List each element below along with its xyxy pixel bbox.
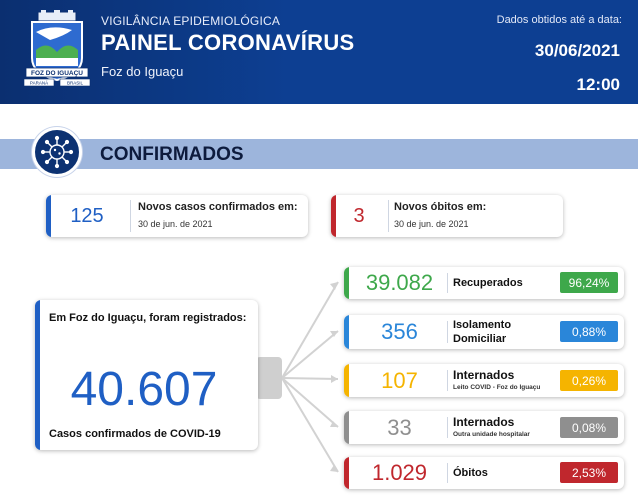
new-cases-value: 125 [70, 204, 104, 227]
home-isolation-label: Isolamento Domiciliar [453, 319, 512, 345]
connector-hub [256, 357, 282, 399]
crest-left-text: PARANÁ [30, 80, 48, 86]
data-date: 30/06/2021 [534, 41, 620, 60]
hospitalized-other-accent [344, 411, 349, 444]
home-isolation-value: 356 [381, 319, 418, 344]
new-deaths-title: Novos óbitos em: [394, 201, 487, 213]
new-cases-accent [46, 195, 51, 237]
new-deaths-value: 3 [353, 204, 365, 227]
hospitalized-local-percent: 0,26% [560, 370, 618, 391]
hospitalized-local-label: Internados [453, 368, 515, 382]
recovered-percent: 96,24% [560, 272, 618, 293]
hospitalized-local-value: 107 [381, 367, 418, 393]
recovered-label: Recuperados [453, 277, 523, 289]
hospitalized-other-percent: 0,08% [560, 417, 618, 438]
section-icon-badge [32, 127, 82, 177]
virus-icon [40, 135, 74, 169]
section-title: CONFIRMADOS [100, 144, 244, 165]
hospitalized-local-sublabel: Leito COVID - Foz do Iguaçu [453, 384, 541, 391]
data-date-label: Dados obtidos até a data: [496, 14, 622, 26]
recovered-divider [447, 273, 448, 293]
city-name: Foz do Iguaçu [101, 64, 184, 79]
hospitalized-local-accent [344, 364, 349, 397]
page-title: PAINEL CORONAVÍRUS [101, 30, 355, 55]
deaths-card: 1.029 Óbitos 2,53% [344, 457, 624, 489]
new-deaths-accent [331, 195, 336, 237]
new-cases-title: Novos casos confirmados em: [138, 201, 298, 213]
header: FOZ DO IGUAÇU PARANÁ BRASIL VIGILÂNCIA E… [0, 0, 638, 104]
total-footer: Casos confirmados de COVID-19 [49, 428, 221, 440]
deaths-divider [447, 463, 448, 483]
deaths-accent [344, 457, 349, 489]
deaths-value: 1.029 [371, 460, 428, 485]
new-cases-card: 125 Novos casos confirmados em: 30 de ju… [46, 195, 308, 237]
crest-banner-text: FOZ DO IGUAÇU [31, 70, 83, 77]
home-isolation-accent [344, 315, 349, 349]
recovered-value: 39.082 [365, 270, 434, 295]
hospitalized-other-card: 33 Internados Outra unidade hospitalar 0… [344, 411, 624, 444]
total-cases-card: Em Foz do Iguaçu, foram registrados: 40.… [35, 300, 258, 450]
home-isolation-divider [447, 321, 448, 343]
hospitalized-local-divider [447, 370, 448, 391]
hospitalized-other-sublabel: Outra unidade hospitalar [453, 431, 530, 438]
hospitalized-other-divider [447, 417, 448, 438]
hospitalized-other-value: 33 [387, 414, 412, 440]
total-value: 40.607 [70, 363, 218, 416]
new-deaths-card: 3 Novos óbitos em: 30 de jun. de 2021 [331, 195, 563, 237]
header-subtitle: VIGILÂNCIA EPIDEMIOLÓGICA [101, 14, 281, 28]
crest-right-text: BRASIL [67, 81, 84, 86]
recovered-accent [344, 267, 349, 299]
total-accent [35, 300, 40, 450]
home-isolation-percent: 0,88% [560, 321, 618, 342]
new-deaths-divider [388, 200, 389, 232]
new-deaths-date: 30 de jun. de 2021 [394, 219, 469, 229]
new-cases-date: 30 de jun. de 2021 [138, 219, 213, 229]
new-cases-divider [130, 200, 131, 232]
hospitalized-local-card: 107 Internados Leito COVID - Foz do Igua… [344, 364, 624, 397]
deaths-label: Óbitos [453, 467, 488, 479]
section-banner [0, 139, 638, 169]
city-crest-icon: FOZ DO IGUAÇU PARANÁ BRASIL [23, 10, 91, 87]
data-time: 12:00 [576, 75, 620, 94]
deaths-percent: 2,53% [560, 462, 618, 483]
total-label: Em Foz do Iguaçu, foram registrados: [49, 312, 247, 324]
hospitalized-other-label: Internados [453, 415, 515, 429]
recovered-card: 39.082 Recuperados 96,24% [344, 267, 624, 299]
home-isolation-card: 356 Isolamento Domiciliar 0,88% [344, 315, 624, 349]
